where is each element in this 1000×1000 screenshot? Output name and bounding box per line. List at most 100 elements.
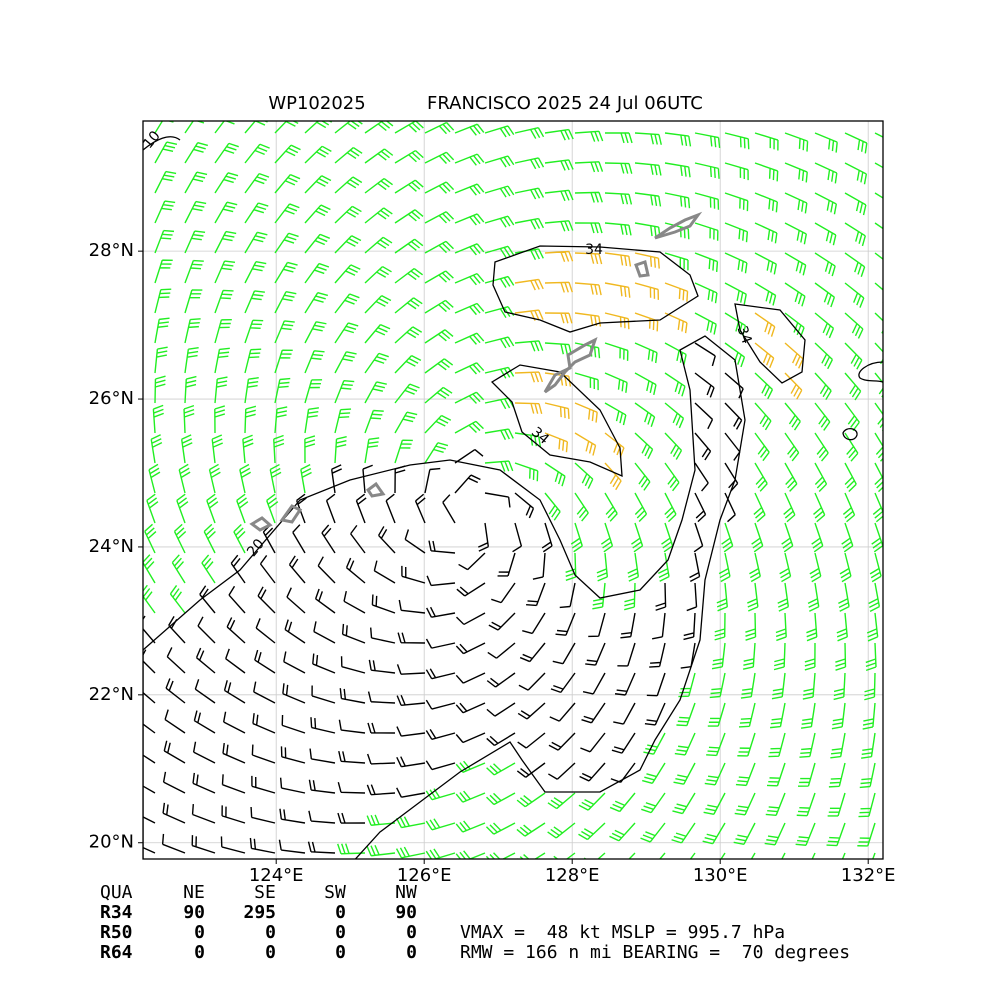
wind-barb bbox=[485, 852, 516, 859]
wind-barb bbox=[604, 192, 633, 205]
wind-barb bbox=[555, 612, 576, 636]
wind-barb bbox=[178, 463, 191, 494]
wind-barb bbox=[345, 557, 366, 584]
wind-barb bbox=[222, 742, 246, 764]
wind-barb bbox=[280, 746, 306, 764]
wind-barb bbox=[244, 143, 270, 164]
wind-barb bbox=[143, 554, 156, 584]
wind-barb bbox=[874, 252, 883, 260]
wind-barb bbox=[242, 434, 254, 464]
wind-barb bbox=[844, 282, 865, 308]
wind-barb bbox=[795, 822, 816, 846]
wind-barb bbox=[314, 588, 336, 614]
summary-line: VMAX = 48 kt MSLP = 995.7 hPa bbox=[460, 922, 785, 943]
wind-barb bbox=[874, 432, 883, 462]
wind-barb bbox=[844, 342, 863, 370]
wind-barb bbox=[366, 753, 396, 765]
wind-barb bbox=[784, 462, 798, 492]
wind-barb bbox=[839, 552, 852, 583]
table-cell: 0 bbox=[406, 922, 417, 943]
wind-barb bbox=[274, 261, 298, 284]
wind-barb bbox=[425, 638, 456, 649]
wind-barb bbox=[784, 372, 803, 400]
wind-barb bbox=[488, 612, 516, 631]
island bbox=[249, 481, 386, 532]
wind-barb bbox=[874, 192, 883, 199]
wind-barb bbox=[833, 672, 846, 701]
wind-barb bbox=[683, 612, 696, 641]
wind-barb bbox=[802, 672, 816, 700]
wind-barb bbox=[397, 632, 426, 644]
wind-barb bbox=[484, 155, 515, 168]
wind-barb bbox=[548, 762, 576, 780]
wind-barb bbox=[373, 560, 396, 584]
wind-barb bbox=[486, 732, 516, 747]
contour bbox=[490, 364, 623, 478]
wind-barb bbox=[455, 790, 486, 803]
wind-barb bbox=[526, 582, 546, 607]
contour bbox=[842, 428, 858, 441]
wind-barb bbox=[154, 121, 174, 134]
wind-barb bbox=[154, 375, 166, 404]
wind-barb bbox=[694, 492, 707, 523]
wind-barb bbox=[858, 792, 876, 818]
wind-barb bbox=[274, 291, 297, 314]
wind-barb bbox=[806, 612, 818, 642]
wind-barb bbox=[514, 492, 535, 519]
wind-barb bbox=[154, 200, 176, 224]
wind-barb bbox=[364, 177, 393, 194]
wind-barb bbox=[658, 552, 670, 582]
wind-barb bbox=[394, 297, 423, 314]
wind-barb bbox=[532, 552, 546, 580]
wind-barb bbox=[775, 612, 787, 642]
wind-barb bbox=[664, 492, 677, 523]
wind-barb bbox=[649, 642, 666, 668]
x-tick-label: 130°E bbox=[693, 865, 748, 886]
wind-barb bbox=[228, 585, 246, 614]
wind-barb bbox=[164, 709, 186, 734]
wind-barb bbox=[255, 618, 276, 644]
wind-barb bbox=[844, 222, 866, 247]
wind-barb bbox=[180, 434, 193, 464]
wind-barb bbox=[366, 784, 396, 796]
wind-barb bbox=[425, 729, 456, 740]
wind-barb bbox=[334, 235, 362, 254]
wind-barb bbox=[544, 342, 572, 355]
wind-barb bbox=[484, 125, 515, 138]
wind-barb bbox=[742, 642, 756, 670]
wind-barb bbox=[274, 320, 295, 344]
wind-barb bbox=[394, 268, 424, 284]
wind-barb bbox=[424, 442, 449, 464]
wind-barb bbox=[395, 846, 426, 859]
wind-barb bbox=[581, 702, 606, 724]
wind-barb bbox=[396, 726, 426, 737]
wind-barb bbox=[871, 522, 883, 553]
wind-barb bbox=[214, 405, 226, 434]
wind-barb bbox=[634, 372, 657, 395]
wind-barb bbox=[366, 844, 396, 857]
wind-barb bbox=[484, 275, 515, 288]
wind-barb bbox=[724, 342, 746, 368]
wind-barb bbox=[226, 617, 246, 644]
wind-barb bbox=[208, 463, 221, 494]
wind-barb bbox=[252, 713, 276, 734]
wind-barb bbox=[694, 252, 719, 272]
contour bbox=[143, 136, 181, 151]
wind-barb bbox=[735, 762, 756, 787]
wind-barb bbox=[273, 434, 285, 464]
wind-barb bbox=[340, 656, 366, 674]
row-label: R50 bbox=[100, 922, 133, 943]
wind-barb bbox=[604, 492, 618, 522]
wind-barb bbox=[799, 732, 816, 758]
wind-barb bbox=[278, 839, 306, 854]
wind-barb bbox=[486, 702, 516, 717]
wind-barb bbox=[394, 209, 424, 224]
wind-barb bbox=[724, 192, 749, 212]
wind-barb bbox=[514, 278, 544, 291]
wind-barb bbox=[814, 402, 831, 431]
wind-barb bbox=[517, 732, 546, 749]
grid bbox=[143, 121, 883, 859]
table-cell: 0 bbox=[265, 942, 276, 963]
wind-barb bbox=[455, 850, 486, 859]
wind-barb bbox=[300, 464, 312, 494]
